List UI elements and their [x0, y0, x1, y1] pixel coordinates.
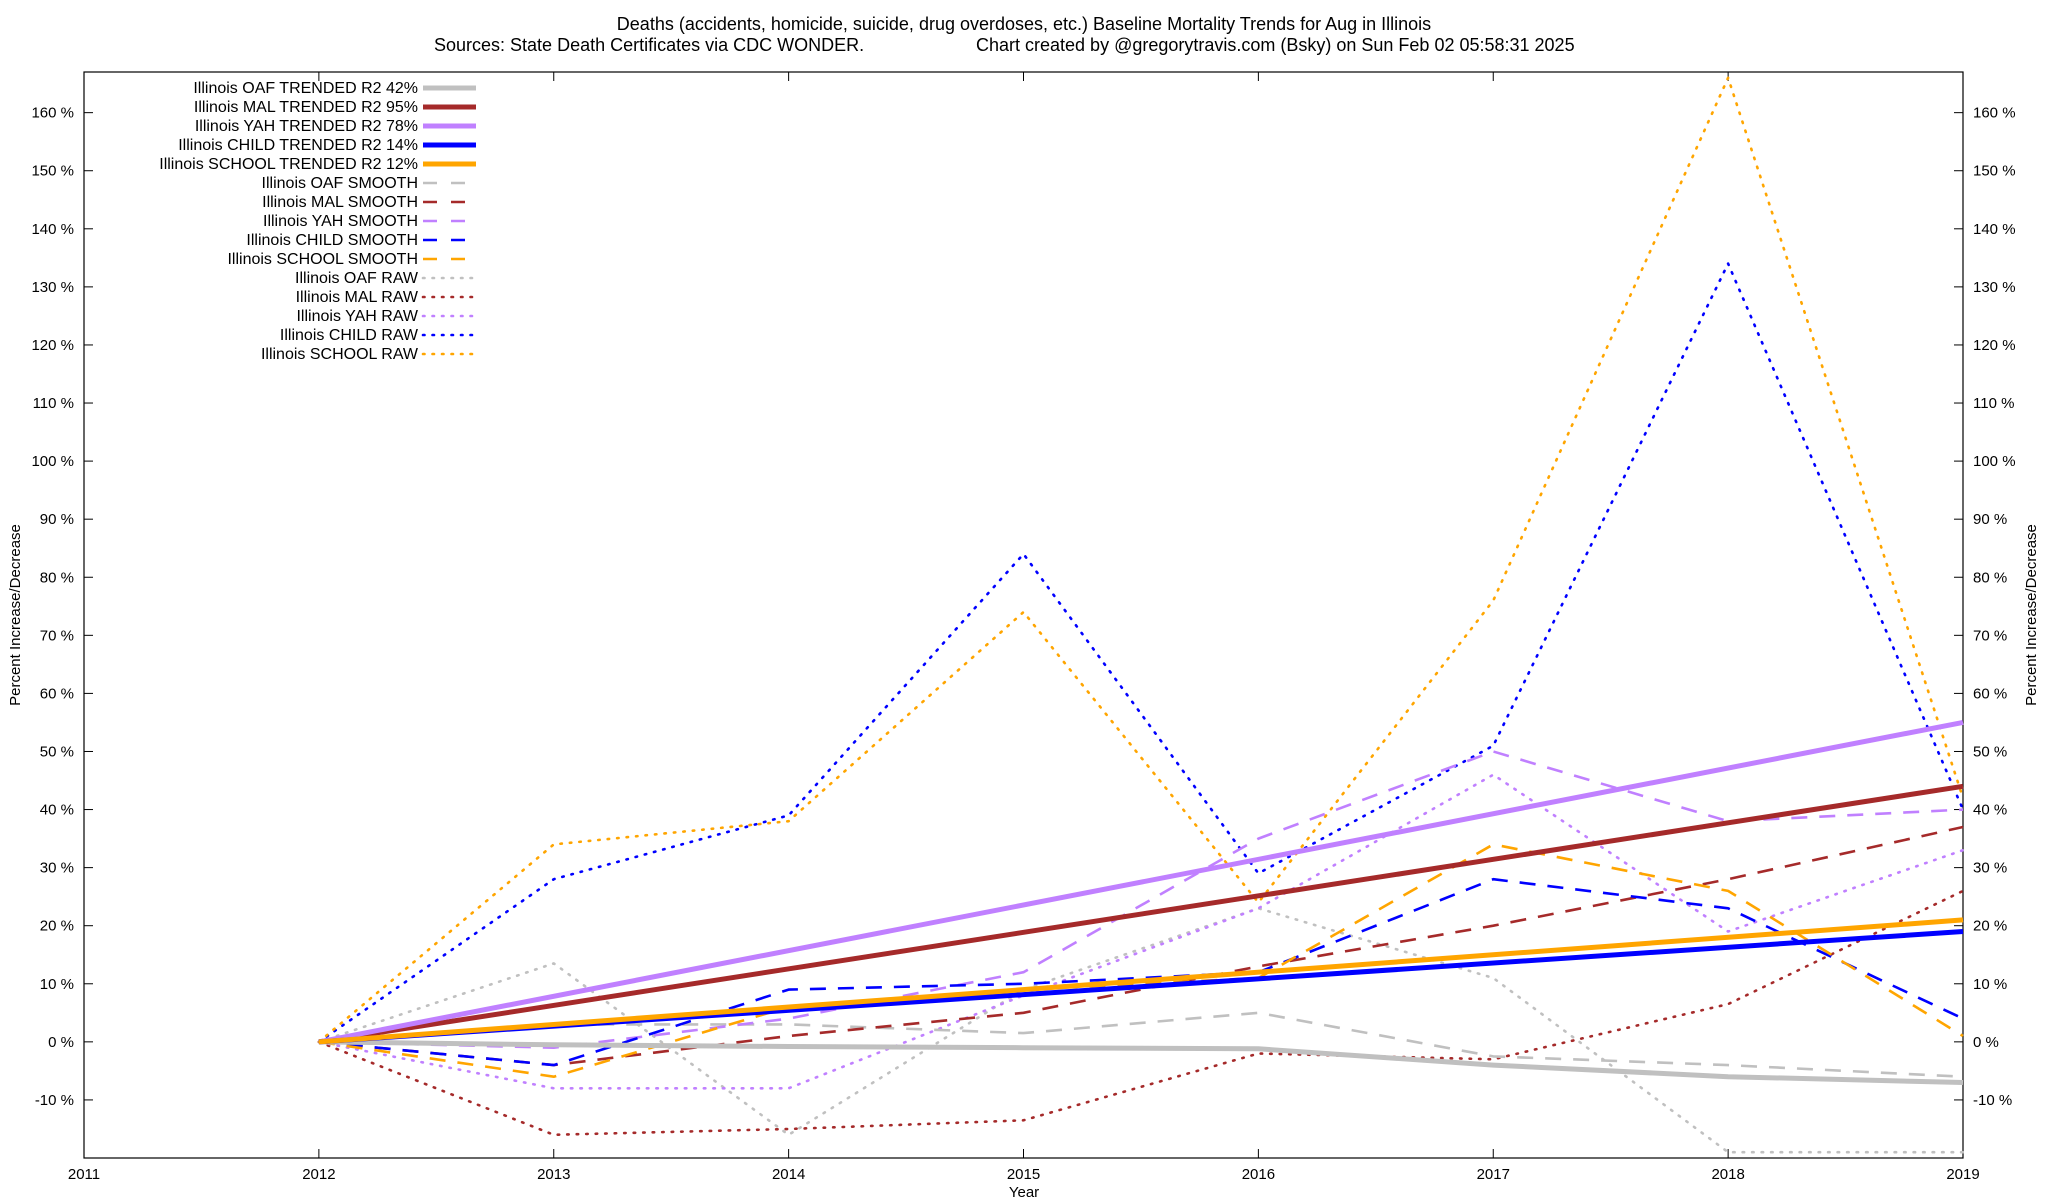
y2-tick-label: 120 %: [1973, 337, 2016, 354]
y-tick-label: 90 %: [40, 511, 74, 528]
y-tick-label: 110 %: [33, 395, 74, 412]
legend-label: Illinois SCHOOL SMOOTH: [227, 251, 418, 268]
y-tick-label: 130 %: [31, 279, 74, 296]
legend-label: Illinois YAH SMOOTH: [263, 213, 418, 230]
legend: Illinois OAF TRENDED R2 42% Illinois MAL …: [159, 80, 478, 363]
series-line-13: [317, 773, 1965, 1090]
legend-label: Illinois SCHOOL RAW: [261, 346, 419, 363]
series-line-1: [318, 1039, 1964, 1085]
y2-tick-label: 70 %: [1973, 627, 2007, 644]
axis-ticks: 2011 2012 2013 2014 2015 2016 2017 2018 2019 -10 …: [31, 72, 2016, 1183]
series-line-11: [317, 906, 1965, 1154]
y-tick-label: 120 %: [31, 337, 74, 354]
y2-axis-label: Percent Increase/Decrease: [2023, 524, 2040, 706]
y2-tick-label: 140 %: [1973, 221, 2016, 238]
legend-label: Illinois OAF TRENDED R2 42%: [193, 80, 418, 97]
legend-label: Illinois YAH TRENDED R2 78%: [195, 118, 418, 135]
y-axis-label: Percent Increase/Decrease: [7, 524, 24, 706]
series-line-5: [318, 917, 1964, 1045]
x-axis-label: Year: [1009, 1184, 1039, 1200]
y-tick-label: 30 %: [40, 860, 74, 877]
series-line-12: [317, 889, 1965, 1137]
y-tick-label: 40 %: [40, 802, 74, 819]
y-tick-label: 0 %: [48, 1034, 74, 1051]
x-tick-label: 2017: [1477, 1166, 1510, 1183]
y2-tick-label: -10 %: [1973, 1092, 2012, 1109]
y2-tick-label: 60 %: [1973, 685, 2007, 702]
x-tick-label: 2015: [1007, 1166, 1040, 1183]
y-tick-label: 50 %: [40, 743, 74, 760]
legend-label: Illinois MAL TRENDED R2 95%: [194, 99, 418, 116]
y-tick-label: 20 %: [40, 918, 74, 935]
series-line-10: [318, 843, 1964, 1078]
legend-label: Illinois OAF RAW: [295, 270, 419, 287]
chart-title-source: Sources: State Death Certificates via CD…: [434, 35, 864, 55]
y2-tick-label: 40 %: [1973, 802, 2007, 819]
legend-label: Illinois MAL SMOOTH: [262, 194, 418, 211]
series-line-15: [317, 76, 1965, 1044]
series-line-2: [318, 783, 1964, 1045]
x-tick-label: 2019: [1946, 1166, 1979, 1183]
y2-tick-label: 110 %: [1973, 395, 2014, 412]
y-tick-label: 10 %: [40, 976, 74, 993]
x-tick-label: 2011: [68, 1166, 100, 1183]
legend-label: Illinois MAL RAW: [296, 289, 419, 306]
y2-tick-label: 80 %: [1973, 569, 2007, 586]
y-tick-label: 150 %: [31, 163, 74, 180]
y-tick-label: 140 %: [31, 221, 74, 238]
x-tick-label: 2016: [1242, 1166, 1275, 1183]
y2-tick-label: 30 %: [1973, 860, 2007, 877]
y2-tick-label: 160 %: [1973, 105, 2016, 122]
series-line-14: [317, 262, 1965, 1044]
series-line-3: [318, 719, 1964, 1045]
y2-tick-label: 0 %: [1973, 1034, 1999, 1051]
series-group: [317, 76, 1965, 1154]
legend-label: Illinois CHILD SMOOTH: [246, 232, 418, 249]
y-tick-label: 60 %: [40, 685, 74, 702]
series-line-6: [318, 1011, 1964, 1078]
legend-label: Illinois CHILD RAW: [280, 327, 419, 344]
series-line-8: [318, 750, 1964, 1049]
y-tick-label: 70 %: [40, 627, 74, 644]
y2-tick-label: 10 %: [1973, 976, 2007, 993]
y-tick-label: 80 %: [40, 569, 74, 586]
y2-tick-label: 90 %: [1973, 511, 2007, 528]
chart-title-credit: Chart created by @gregorytravis.com (Bsk…: [976, 35, 1575, 55]
x-tick-label: 2014: [772, 1166, 805, 1183]
legend-label: Illinois CHILD TRENDED R2 14%: [178, 137, 418, 154]
y-tick-label: 160 %: [31, 105, 74, 122]
x-tick-label: 2018: [1711, 1166, 1744, 1183]
chart-title-line1: Deaths (accidents, homicide, suicide, dr…: [617, 14, 1431, 34]
y2-tick-label: 100 %: [1973, 453, 2016, 470]
y2-tick-label: 20 %: [1973, 918, 2007, 935]
y2-tick-label: 50 %: [1973, 743, 2007, 760]
series-line-9: [318, 877, 1964, 1067]
x-tick-label: 2012: [302, 1166, 335, 1183]
legend-label: Illinois OAF SMOOTH: [262, 175, 418, 192]
legend-label: Illinois YAH RAW: [296, 308, 418, 325]
y2-tick-label: 130 %: [1973, 279, 2016, 296]
y2-tick-label: 150 %: [1973, 163, 2016, 180]
series-line-7: [318, 825, 1964, 1067]
y-tick-label: -10 %: [35, 1092, 74, 1109]
x-tick-label: 2013: [537, 1166, 570, 1183]
y-tick-label: 100 %: [31, 453, 74, 470]
legend-label: Illinois SCHOOL TRENDED R2 12%: [159, 156, 418, 173]
